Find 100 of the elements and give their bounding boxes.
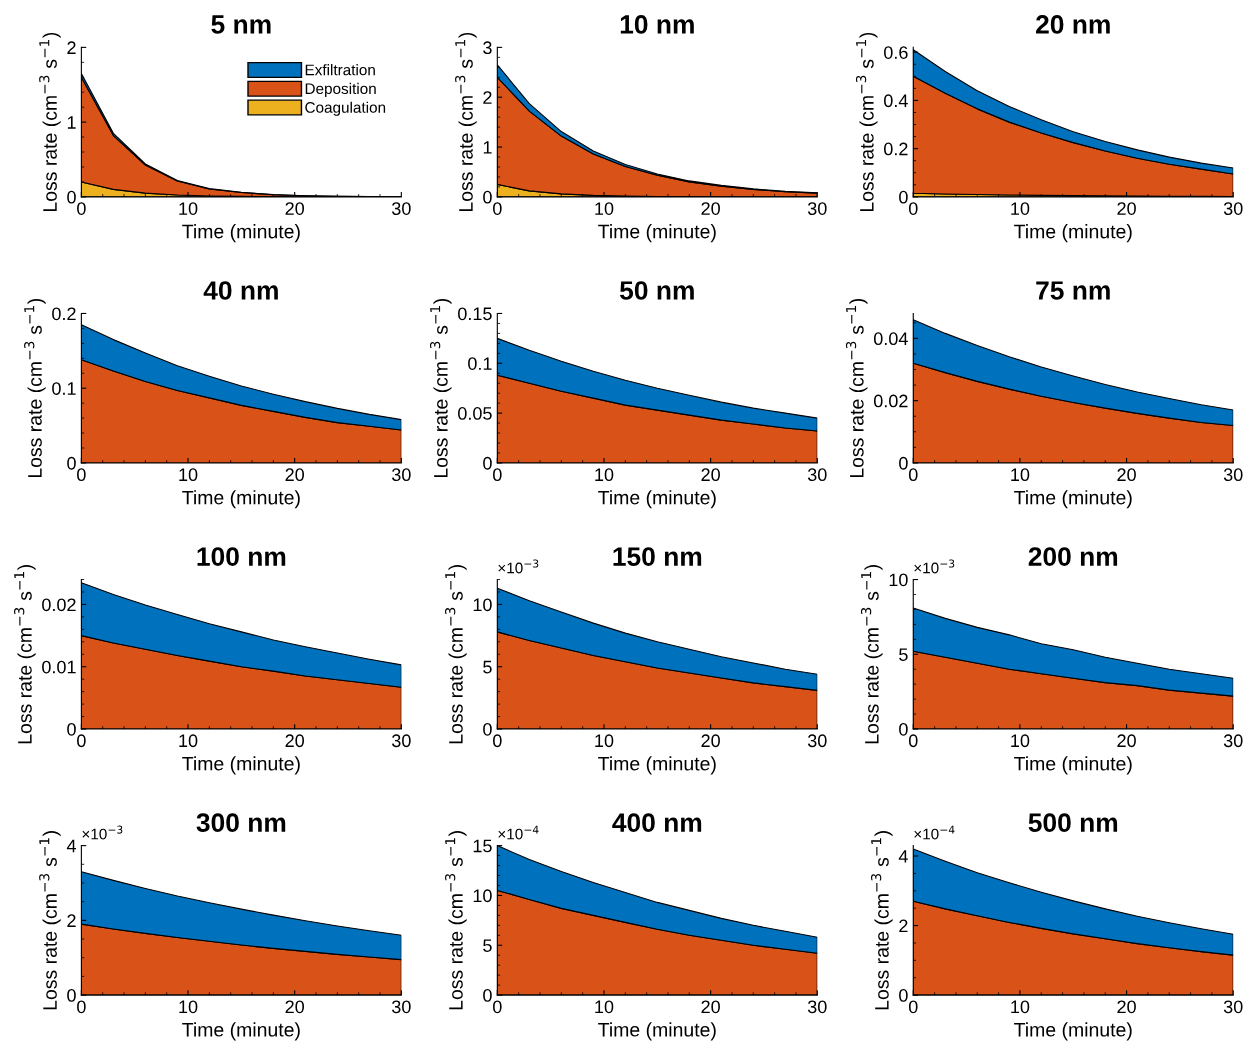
x-tick-label: 30 — [807, 468, 827, 482]
x-tick-label: 30 — [1223, 734, 1243, 748]
y-axis-title: Loss rate (cm$^{−3}$ s$^{−1}$) — [845, 298, 868, 478]
y-tick-label: 0 — [899, 722, 908, 736]
x-tick-label: 0 — [908, 734, 918, 748]
x-tick-label: 10 — [179, 468, 198, 482]
y-tick-label: 0.15 — [458, 307, 492, 321]
y-tick-label: 5 — [483, 939, 492, 952]
x-axis-title: Time (minute) — [182, 756, 300, 775]
x-tick-label: 20 — [701, 734, 720, 748]
x-tick-label: 10 — [595, 734, 614, 748]
text: ×10$^{−3}$ — [498, 559, 539, 574]
text: ×10$^{−4}$ — [914, 825, 955, 840]
legend-label: Coagulation — [305, 101, 386, 116]
x-tick-label: 10 — [1011, 1000, 1030, 1014]
y-tick-label: 0.1 — [468, 357, 492, 371]
y-tick-label: 4 — [66, 839, 76, 853]
y-tick-label: 2 — [67, 41, 76, 54]
legend-label: Exfiltration — [305, 64, 375, 76]
y-tick-label: 3 — [483, 41, 492, 55]
y-tick-label: 2 — [67, 914, 76, 927]
x-tick-label: 0 — [493, 468, 502, 482]
x-axis-title: Time (minute) — [182, 490, 300, 509]
x-tick-label: 0 — [77, 734, 86, 748]
chart-title: 300 nm — [196, 813, 286, 833]
x-tick-label: 0 — [908, 1000, 918, 1014]
y-tick-label: 2 — [483, 91, 492, 104]
y-tick-label: 0 — [483, 190, 492, 204]
y-tick-label: 0.02 — [873, 394, 908, 408]
x-tick-label: 10 — [595, 468, 614, 482]
chart-title: 50 nm — [619, 281, 694, 300]
chart-title: 75 nm — [1036, 281, 1110, 300]
y-tick-label: 0.6 — [884, 46, 908, 59]
y-tick-label: 0.4 — [884, 94, 908, 108]
y-axis-title: Loss rate (cm$^{−3}$ s$^{−1}$) — [24, 298, 46, 478]
x-tick-label: 0 — [77, 1000, 86, 1014]
x-tick-label: 10 — [1011, 202, 1030, 215]
x-tick-label: 30 — [1223, 202, 1243, 215]
x-tick-label: 0 — [908, 202, 918, 215]
text: ×10$^{−3}$ — [914, 559, 955, 574]
x-tick-label: 30 — [807, 202, 827, 215]
y-axis-title: Loss rate (cm$^{−3}$ s$^{−1}$) — [39, 32, 61, 212]
y-axis-title: Loss rate (cm$^{−3}$ s$^{−1}$) — [871, 831, 893, 1010]
y-tick-label: 15 — [473, 839, 492, 853]
x-tick-label: 20 — [701, 1000, 720, 1014]
chart-title: 20 nm — [1036, 15, 1110, 34]
x-tick-label: 0 — [77, 202, 86, 215]
y-tick-label: 0 — [67, 989, 76, 1002]
x-tick-label: 20 — [285, 734, 305, 748]
x-tick-label: 30 — [1223, 468, 1243, 482]
chart-title: 40 nm — [203, 281, 278, 300]
y-axis-title: Loss rate (cm$^{−3}$ s$^{−1}$) — [445, 831, 467, 1010]
x-axis-title: Time (minute) — [598, 224, 716, 243]
x-axis-title: Time (minute) — [598, 756, 716, 775]
chart-title: 150 nm — [613, 547, 702, 566]
y-tick-label: 0 — [483, 456, 492, 470]
x-tick-label: 0 — [493, 734, 502, 748]
x-tick-label: 30 — [807, 734, 827, 748]
x-tick-label: 10 — [179, 734, 198, 748]
x-tick-label: 20 — [285, 468, 305, 482]
y-tick-label: 4 — [898, 850, 908, 863]
x-axis-title: Time (minute) — [1014, 224, 1132, 243]
y-tick-label: 1 — [67, 116, 76, 129]
y-tick-label: 0 — [483, 989, 492, 1002]
x-tick-label: 30 — [391, 1000, 411, 1014]
y-axis-title: Loss rate (cm$^{−3}$ s$^{−1}$) — [39, 831, 61, 1010]
x-tick-label: 30 — [391, 202, 411, 215]
y-tick-label: 10 — [473, 598, 492, 612]
chart-title: 500 nm — [1028, 813, 1118, 832]
y-tick-label: 0.04 — [873, 332, 908, 346]
y-tick-label: 10 — [473, 889, 492, 903]
x-tick-label: 0 — [77, 468, 86, 482]
x-axis-title: Time (minute) — [1014, 490, 1132, 509]
x-tick-label: 10 — [1011, 468, 1030, 482]
y-axis-title: Loss rate (cm$^{−3}$ s$^{−1}$) — [860, 565, 883, 744]
chart-title: 400 nm — [612, 813, 702, 832]
x-tick-label: 20 — [701, 468, 720, 482]
y-tick-label: 0.2 — [52, 307, 76, 321]
chart-title: 10 nm — [620, 15, 694, 34]
y-tick-label: 0 — [483, 722, 492, 736]
x-tick-label: 20 — [285, 202, 305, 215]
y-axis-title: Loss rate (cm$^{−3}$ s$^{−1}$) — [445, 565, 467, 744]
y-tick-label: 0.02 — [42, 598, 76, 612]
x-axis-title: Time (minute) — [182, 224, 300, 243]
x-tick-label: 20 — [285, 1000, 305, 1014]
x-tick-label: 30 — [807, 1000, 827, 1014]
legend-label: Deposition — [305, 82, 376, 98]
x-tick-label: 20 — [1117, 1000, 1136, 1014]
x-axis-title: Time (minute) — [1014, 756, 1132, 775]
x-tick-label: 10 — [1011, 734, 1030, 748]
y-tick-label: 0.1 — [52, 382, 76, 395]
x-tick-label: 20 — [701, 202, 720, 215]
y-tick-label: 0 — [899, 989, 908, 1002]
y-tick-label: 0.05 — [458, 407, 492, 420]
x-tick-label: 30 — [1223, 1000, 1243, 1014]
chart-title: 5 nm — [211, 15, 271, 34]
y-tick-label: 1 — [483, 141, 492, 154]
text: ×10$^{−3}$ — [82, 825, 123, 840]
y-tick-label: 0 — [67, 456, 76, 470]
y-tick-label: 0 — [67, 722, 76, 736]
